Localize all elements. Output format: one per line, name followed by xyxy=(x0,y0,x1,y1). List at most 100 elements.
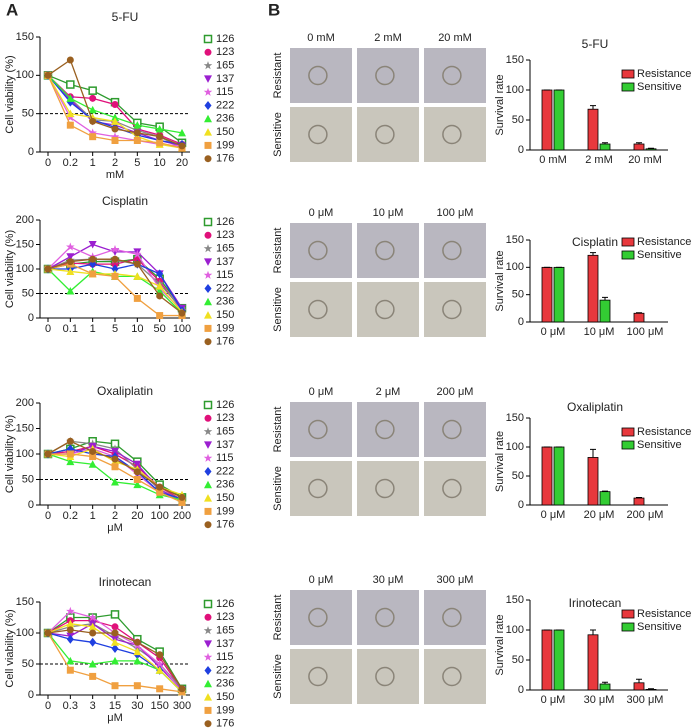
data-point xyxy=(66,634,74,644)
x-tick-label: 0 μM xyxy=(541,509,566,521)
data-point xyxy=(66,80,75,89)
data-point xyxy=(111,264,119,274)
legend-marker xyxy=(204,231,212,239)
data-point xyxy=(111,623,119,631)
organoid xyxy=(442,240,462,261)
data-point xyxy=(66,606,75,615)
image-row-label: Sensitive xyxy=(272,112,284,157)
organoid xyxy=(375,240,395,261)
micrograph xyxy=(290,107,352,162)
data-point xyxy=(133,476,141,483)
image-column-label: 30 μM xyxy=(373,574,404,586)
bar xyxy=(541,446,553,506)
legend-label: 126 xyxy=(216,598,234,610)
x-tick-label: 0.3 xyxy=(63,700,78,712)
micrograph xyxy=(357,282,419,337)
data-point xyxy=(133,129,141,137)
y-tick-label: 50 xyxy=(512,114,524,126)
data-point xyxy=(44,71,52,79)
data-point xyxy=(156,483,164,491)
legend-marker xyxy=(204,324,212,332)
data-point xyxy=(89,672,97,680)
x-tick-label: 0 mM xyxy=(539,154,567,166)
x-tick-label: 20 μM xyxy=(584,509,615,521)
micrograph xyxy=(424,402,486,457)
x-tick-label: 100 xyxy=(173,323,191,335)
y-tick-label: 0 xyxy=(518,684,524,696)
data-point xyxy=(66,626,74,634)
panel-label: B xyxy=(268,0,280,19)
data-point xyxy=(110,610,120,619)
y-axis-label: Survival rate xyxy=(494,250,506,311)
error-bar xyxy=(602,681,608,684)
error-bar xyxy=(590,105,596,110)
x-tick-label: 0.1 xyxy=(63,323,78,335)
legend-label: 137 xyxy=(216,256,234,268)
micrograph xyxy=(424,48,486,103)
legend-marker xyxy=(203,427,213,436)
legend-label: 199 xyxy=(216,322,234,334)
x-tick-label: 0 xyxy=(45,157,51,169)
y-tick-label: 50 xyxy=(22,287,34,299)
data-point xyxy=(156,292,164,300)
micrograph xyxy=(424,590,486,645)
x-tick-label: 100 μM xyxy=(627,326,664,338)
x-tick-label: 50 xyxy=(154,323,166,335)
data-point xyxy=(88,460,97,468)
error-bar xyxy=(636,496,642,499)
legend-label: Sensitive xyxy=(637,439,682,451)
legend-marker xyxy=(204,666,212,675)
legend-marker xyxy=(204,507,212,515)
x-tick-label: 30 xyxy=(131,700,143,712)
legend-label: 137 xyxy=(216,73,234,85)
y-tick-label: 0 xyxy=(28,689,34,701)
bar xyxy=(541,266,553,323)
image-row-label: Sensitive xyxy=(272,654,284,699)
data-point xyxy=(111,463,119,471)
y-tick-label: 150 xyxy=(16,596,34,608)
data-point xyxy=(66,109,75,118)
data-point xyxy=(133,480,142,489)
legend-marker xyxy=(204,258,212,266)
y-tick-label: 100 xyxy=(16,627,34,639)
data-point xyxy=(178,685,186,693)
data-point xyxy=(111,656,119,665)
data-point xyxy=(89,117,97,125)
y-tick-label: 150 xyxy=(506,54,524,66)
data-point xyxy=(88,86,97,95)
data-point xyxy=(111,478,119,486)
legend-marker xyxy=(204,494,212,502)
y-tick-label: 100 xyxy=(506,261,524,273)
legend-marker xyxy=(204,128,212,136)
data-point xyxy=(111,100,119,108)
y-tick-label: 0 xyxy=(518,316,524,328)
data-point xyxy=(111,682,119,690)
legend-marker xyxy=(204,441,212,449)
legend-swatch xyxy=(621,427,635,437)
bar xyxy=(541,89,553,151)
y-tick-label: 0 xyxy=(28,499,34,511)
micrograph xyxy=(290,590,352,645)
legend-marker xyxy=(203,34,213,44)
x-tick-label: 0 xyxy=(45,700,51,712)
legend-marker xyxy=(204,75,212,83)
legend-label: 222 xyxy=(216,99,234,111)
data-point xyxy=(133,468,141,476)
y-axis-label: Survival rate xyxy=(494,74,506,135)
legend-label: 150 xyxy=(216,492,234,504)
organoid xyxy=(375,478,395,499)
bar xyxy=(599,683,611,691)
data-point xyxy=(111,113,119,121)
organoid xyxy=(375,607,395,628)
x-tick-label: 2 mM xyxy=(585,154,613,166)
legend-label: 165 xyxy=(216,625,234,637)
legend-marker xyxy=(204,155,212,163)
x-tick-label: 300 xyxy=(173,700,191,712)
panel-label: A xyxy=(6,0,18,19)
data-point xyxy=(133,656,142,665)
y-tick-label: 100 xyxy=(16,69,34,81)
y-tick-label: 150 xyxy=(506,412,524,424)
legend-label: 150 xyxy=(216,309,234,321)
legend-label: 126 xyxy=(216,399,234,411)
error-bar xyxy=(590,252,596,256)
